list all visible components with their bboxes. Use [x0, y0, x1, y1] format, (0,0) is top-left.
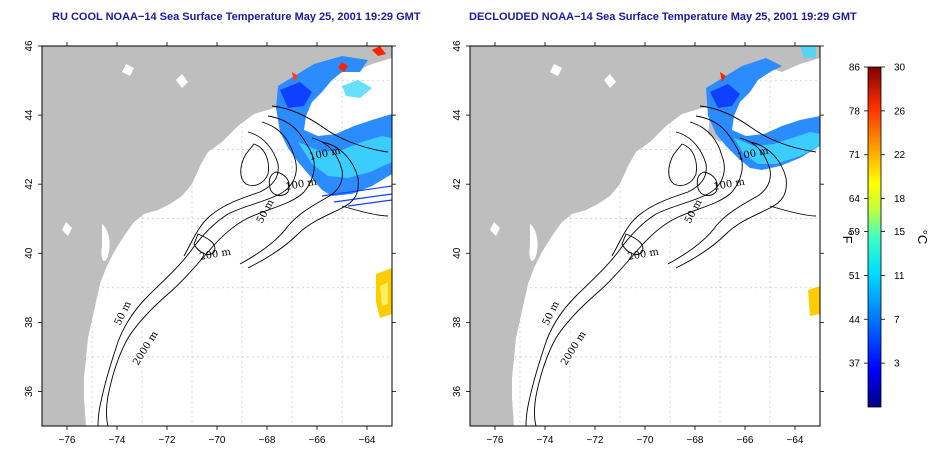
celsius-unit-label: °C [915, 230, 930, 245]
lat-tick-label: 44 [24, 109, 35, 121]
lon-axis: −76 −74 −72 −70 −68 −66 −64 [59, 42, 376, 446]
fahrenheit-tick-label: 37 [849, 359, 861, 370]
lon-tick-label: −64 [787, 435, 804, 446]
fahrenheit-tick-label: 78 [849, 106, 861, 117]
left-map-title: RU COOL NOAA−14 Sea Surface Temperature … [52, 11, 421, 23]
celsius-tick-label: 3 [894, 359, 900, 370]
fahrenheit-tick-label: 51 [849, 271, 861, 282]
lat-tick-label: 46 [452, 40, 463, 52]
lat-tick-label: 38 [452, 316, 463, 328]
celsius-tick-label: 30 [894, 63, 906, 74]
fahrenheit-scale: 86 78 71 64 59 51 44 37 [849, 63, 868, 370]
lon-tick-label: −68 [259, 435, 276, 446]
lat-axis: 36 38 40 42 44 46 [452, 40, 824, 397]
lon-tick-label: −74 [537, 435, 554, 446]
lon-tick-label: −70 [209, 435, 226, 446]
lon-tick-label: −74 [109, 435, 126, 446]
lon-tick-label: −66 [737, 435, 754, 446]
lon-tick-label: −76 [487, 435, 504, 446]
celsius-tick-label: 11 [894, 271, 905, 282]
celsius-tick-label: 22 [894, 150, 906, 161]
lon-tick-label: −76 [59, 435, 76, 446]
fahrenheit-tick-label: 64 [849, 194, 861, 205]
colorbar-gradient [867, 66, 882, 408]
lat-tick-label: 40 [24, 247, 35, 259]
celsius-scale: 30 26 22 18 15 11 7 3 [881, 63, 906, 370]
fahrenheit-tick-label: 59 [849, 227, 861, 238]
lat-tick-label: 44 [452, 109, 463, 121]
lat-tick-label: 36 [24, 385, 35, 397]
celsius-tick-label: 7 [894, 315, 900, 326]
right-map-title: DECLOUDED NOAA−14 Sea Surface Temperatur… [469, 11, 857, 23]
fahrenheit-unit-label: °F [840, 230, 855, 243]
lat-tick-label: 46 [24, 40, 35, 52]
temperature-colorbar: 86 78 71 64 59 51 44 37 30 26 22 18 15 11 7 3 °F °C [840, 63, 930, 408]
lon-axis: −76 −74 −72 −70 −68 −66 −64 [487, 42, 804, 446]
fahrenheit-tick-label: 44 [849, 315, 861, 326]
lat-tick-label: 36 [452, 385, 463, 397]
lon-tick-label: −72 [159, 435, 176, 446]
lat-tick-label: 42 [24, 178, 35, 190]
lat-tick-label: 38 [24, 316, 35, 328]
right-map-panel: 100 m 100 m 50 m 200 m 50 m 2000 m −76 −7… [452, 40, 824, 446]
lon-tick-label: −70 [637, 435, 654, 446]
lon-tick-label: −68 [687, 435, 704, 446]
fahrenheit-tick-label: 86 [849, 63, 861, 74]
left-map-panel: 100 m 100 m 50 m 200 m 50 m 2000 m −76 −7… [24, 40, 396, 446]
sst-swath-right [706, 46, 820, 316]
lon-tick-label: −72 [587, 435, 604, 446]
lat-tick-label: 40 [452, 247, 463, 259]
lon-tick-label: −66 [309, 435, 326, 446]
fahrenheit-tick-label: 71 [849, 150, 861, 161]
celsius-tick-label: 26 [894, 106, 906, 117]
celsius-tick-label: 15 [894, 227, 906, 238]
lon-tick-label: −64 [359, 435, 376, 446]
sst-swath-left [276, 46, 393, 318]
lat-tick-label: 42 [452, 178, 463, 190]
lat-axis: 36 38 40 42 44 46 [24, 40, 396, 397]
celsius-tick-label: 18 [894, 194, 906, 205]
